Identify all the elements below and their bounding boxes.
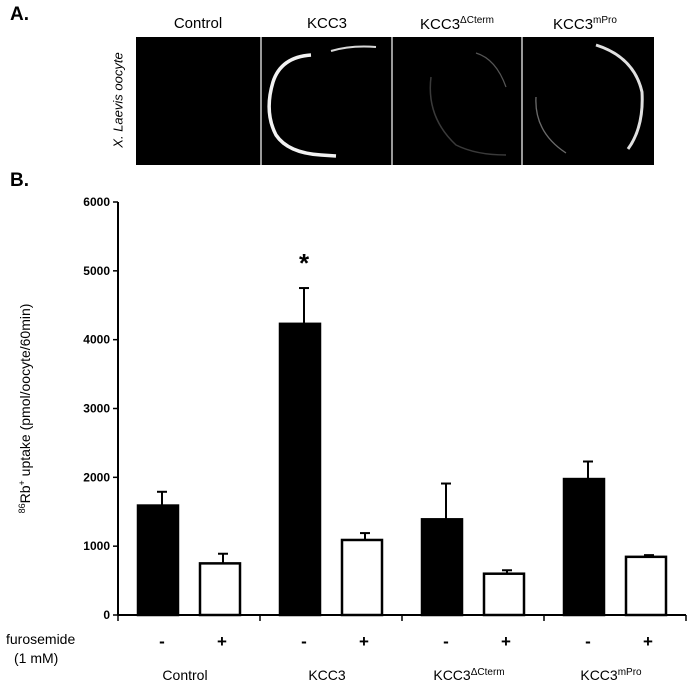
y-tick-label: 5000 [83,264,110,278]
bar-1-0 [278,322,322,617]
bar-3-0 [562,477,606,617]
group-label-1: KCC3 [308,667,346,683]
oocyte-image-strip [136,37,654,165]
treatment-mark: + [217,632,227,651]
significance-star: * [299,248,310,278]
treatment-mark: - [301,632,307,651]
treatment-label-dose: (1 mM) [14,650,58,666]
bar-0-0 [136,504,180,617]
y-tick-label: 6000 [83,195,110,209]
bar-2-1 [482,572,526,617]
y-tick-label: 3000 [83,402,110,416]
treatment-mark: - [159,632,165,651]
group-label-0: Control [162,667,207,683]
image-title-base: KCC3 [420,16,461,33]
bar-2-0 [420,518,464,617]
treatment-mark: + [501,632,511,651]
image-title-2: KCC3ΔCterm [392,15,522,33]
image-title-base: KCC3 [306,15,347,32]
image-title-base: KCC3 [553,16,594,33]
treatment-label: furosemide [6,631,75,647]
panel-b-label: B. [10,170,29,191]
y-tick-label: 2000 [83,470,110,484]
y-tick-label: 4000 [83,333,110,347]
oocyte-membrane-kcc3-dcterm [429,76,507,156]
image-title-0: Control [133,15,263,32]
image-title-sup: mPro [593,15,617,26]
treatment-mark: - [443,632,449,651]
oocyte-membrane-kcc3 [267,53,337,158]
group-label-3: KCC3mPro [580,667,642,684]
treatment-mark: - [585,632,591,651]
y-tick-label: 1000 [83,539,110,553]
image-title-base: Control [173,15,223,32]
bar-0-1 [198,562,242,617]
bar-3-1 [624,555,668,617]
treatment-mark: + [359,632,369,651]
image-title-sup: ΔCterm [460,15,494,26]
oocyte-membrane-kcc3-mpro [595,43,644,150]
group-label-2: KCC3ΔCterm [433,667,504,684]
y-axis-label: 86Rb+ uptake (pmol/oocyte/60min) [17,304,33,514]
image-title-3: KCC3mPro [520,15,650,33]
oocyte-images [260,37,644,165]
image-title-1: KCC3 [262,15,392,32]
y-tick-label: 0 [103,608,110,622]
panel-a-label: A. [10,4,29,25]
bar-1-1 [340,538,384,617]
treatment-mark: + [643,632,653,651]
